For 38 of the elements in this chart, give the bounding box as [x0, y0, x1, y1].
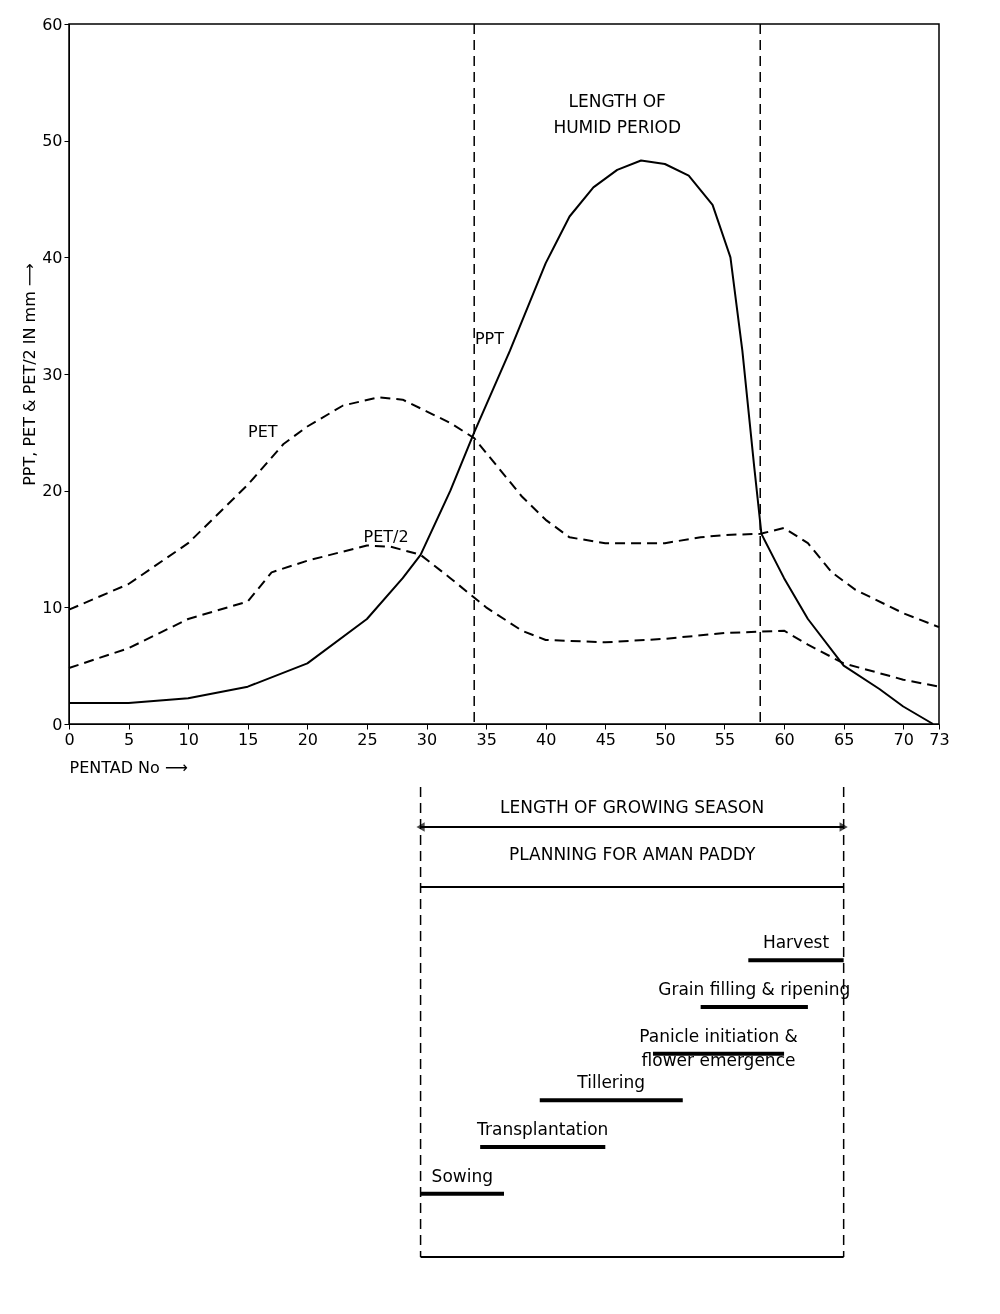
x-tick-label: 15 [238, 729, 259, 749]
x-axis-title: PENTAD No ⟶ [69, 757, 188, 777]
x-tick-label: 20 [297, 729, 319, 749]
y-tick-label: 50 [42, 131, 63, 151]
y-tick-label: 0 [52, 714, 63, 734]
y-axis-title: PPT, PET & PET/2 IN mm ⟶ [20, 263, 40, 486]
annotation: PET/2 [363, 527, 409, 546]
x-tick-label: 45 [595, 729, 616, 749]
x-tick-label: 25 [357, 729, 378, 749]
x-tick-label: 55 [714, 729, 736, 749]
y-tick-label: Panicle initiation & flower emergence [639, 1025, 798, 1070]
y-tick-label: 60 [42, 14, 63, 34]
y-tick-label: Sowing [431, 1165, 493, 1186]
x-tick-label: 50 [655, 729, 676, 749]
x-tick-label: 40 [536, 729, 557, 749]
y-tick-label: 40 [42, 247, 63, 267]
x-tick-label: 10 [178, 729, 199, 749]
y-tick-label: Grain filling & ripening [658, 979, 851, 999]
x-tick-label: 73 [929, 729, 950, 749]
annotation: PPT [474, 328, 505, 348]
x-tick-label: 5 [124, 729, 135, 749]
annotation: LENGTH OF HUMID PERIOD [553, 91, 682, 137]
bar [539, 1098, 683, 1103]
y-tick-label: 30 [42, 364, 63, 384]
y-tick-label: Tillering [576, 1072, 646, 1093]
x-tick-label: 35 [476, 729, 497, 749]
bar [480, 1145, 606, 1149]
y-tick-label: 20 [42, 481, 63, 501]
x-tick-label: 30 [416, 729, 438, 749]
y-tick-label: 10 [42, 597, 63, 617]
annotation: PET [247, 422, 278, 441]
chart-title: PLANNING FOR AMAN PADDY [508, 844, 756, 864]
x-tick-label: 65 [833, 729, 855, 749]
x-tick-label: 70 [893, 729, 914, 749]
text: LENGTH OF GROWING SEASON [500, 797, 765, 817]
bar [700, 1005, 808, 1009]
y-tick-label: Transplantation [476, 1119, 609, 1139]
y-tick-label: Harvest [762, 932, 830, 953]
